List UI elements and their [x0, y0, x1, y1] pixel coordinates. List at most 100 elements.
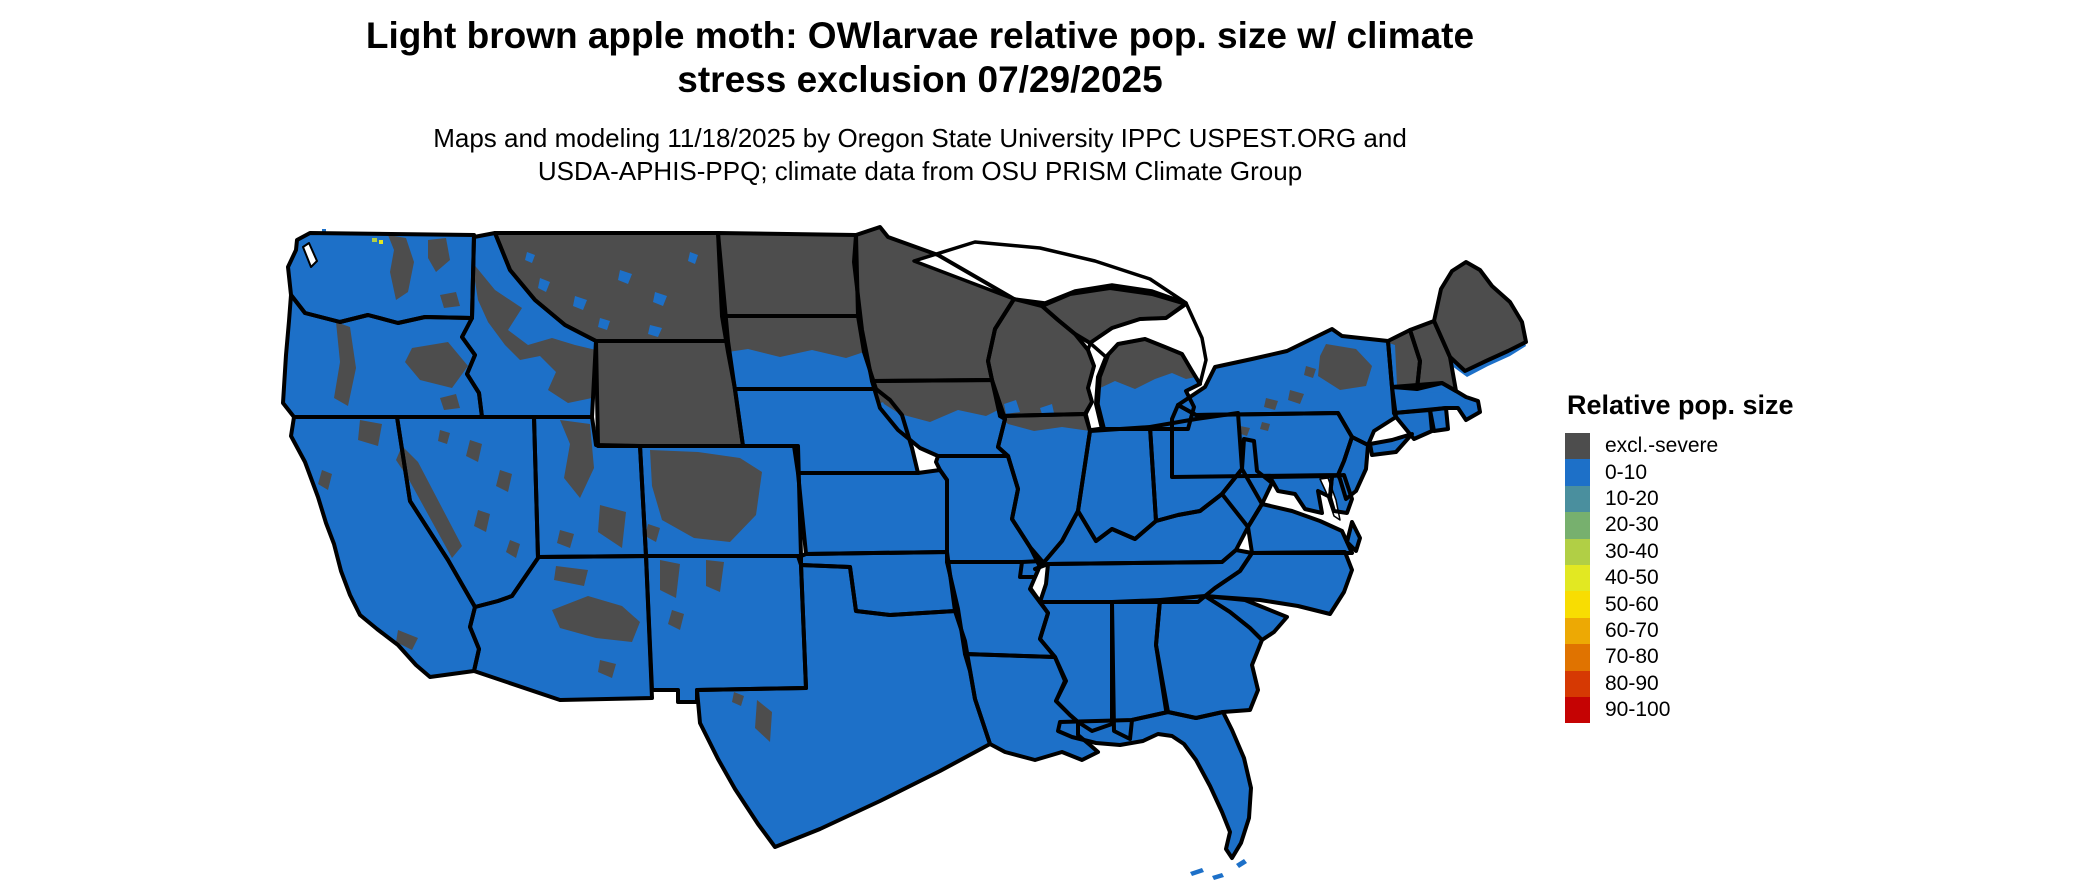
overlay-wa-southeast-speck: [440, 292, 460, 308]
state-nh: [1410, 321, 1456, 391]
overlay-mt-valley5: [653, 292, 667, 306]
state-ms: [1031, 589, 1112, 731]
overlay-mt-valley3: [573, 296, 587, 310]
state-border-me: [1432, 260, 1528, 373]
state-wa: [288, 233, 474, 323]
legend-label: 70-80: [1605, 645, 1659, 669]
legend-swatch-c90: [1565, 696, 1590, 724]
overlay-wa-northeast: [428, 238, 450, 272]
overlay-ny-speck2: [1264, 398, 1278, 410]
map-subtitle-line2: USDA-APHIS-PPQ; climate data from OSU PR…: [537, 156, 1303, 186]
state-border-nc: [1203, 550, 1354, 616]
state-tx: [697, 565, 990, 847]
map-title: Light brown apple moth: OWlarvae relativ…: [0, 14, 1840, 102]
legend-label: 30-40: [1605, 539, 1659, 563]
overlay-il-north: [1000, 414, 1090, 431]
overlay-nv-range5: [438, 430, 450, 444]
legend-item: excl.-severe: [1565, 433, 1885, 460]
legend-item: 90-100: [1565, 696, 1885, 724]
state-ct: [1394, 410, 1432, 439]
legend-label: 10-20: [1605, 486, 1659, 510]
state-ny-long-island: [1370, 434, 1412, 455]
overlay-mt-valley6: [688, 252, 698, 264]
legend-label: 80-90: [1605, 671, 1659, 695]
state-pa: [1172, 405, 1352, 477]
state-border-ne: [733, 387, 920, 475]
overlay-wa-puget-speck-yellow: [379, 240, 383, 244]
state-ga: [1156, 596, 1262, 718]
legend-label: 50-60: [1605, 592, 1659, 616]
state-ks: [798, 470, 947, 554]
state-nd: [718, 233, 858, 316]
legend-item: 60-70: [1565, 617, 1885, 645]
state-ky: [1035, 469, 1262, 569]
state-border-fl: [1056, 710, 1253, 860]
overlay-ut-southeast: [598, 505, 626, 548]
legend: Relative pop. size excl.-severe 0-10 10-20…: [1565, 390, 1885, 724]
legend-swatch-c40: [1565, 564, 1590, 592]
legend-title: Relative pop. size: [1567, 390, 1794, 420]
map-subtitle: Maps and modeling 11/18/2025 by Oregon S…: [0, 122, 1840, 188]
legend-label: 40-50: [1605, 566, 1659, 590]
overlay-mt-valley1: [498, 266, 510, 280]
overlay-co-rockies: [650, 450, 762, 542]
overlay-pa-speck2: [1260, 422, 1270, 431]
state-mi-upper: [1042, 288, 1186, 343]
legend-swatch-ex: [1565, 433, 1590, 460]
state-me: [1434, 262, 1526, 371]
state-nm: [646, 556, 806, 702]
legend-item: 30-40: [1565, 538, 1885, 565]
overlay-fl-key3: [1236, 859, 1247, 868]
state-border-ri: [1428, 406, 1450, 433]
overlay-ca-sierra: [396, 446, 462, 558]
overlay-nv-range1: [466, 440, 482, 462]
state-border-tx: [695, 563, 992, 849]
overlay-wi-speck1: [1004, 400, 1020, 414]
overlay-ny-adirondacks: [1318, 344, 1372, 390]
legend-swatch-c60: [1565, 617, 1590, 645]
state-border-ct: [1392, 408, 1434, 441]
legend-swatch-c80: [1565, 670, 1590, 697]
map-title-line1: Light brown apple moth: OWlarvae relativ…: [365, 15, 1475, 56]
legend-item: 40-50: [1565, 564, 1885, 592]
legend-label: 20-30: [1605, 513, 1659, 537]
overlay-or-southeast: [440, 394, 460, 410]
state-ar: [947, 561, 1055, 657]
overlay-wa-cascades: [388, 235, 414, 300]
state-border-va-shore: [1345, 520, 1362, 553]
legend-item: 20-30: [1565, 512, 1885, 539]
legend-label: excl.-severe: [1605, 434, 1719, 458]
overlay-ca-coast-range: [318, 470, 332, 490]
overlay-ut-north: [560, 420, 594, 498]
state-al: [1112, 600, 1168, 739]
overlay-ut-south-speck: [557, 530, 574, 548]
state-ca: [291, 417, 479, 677]
overlay-az-north: [554, 566, 588, 586]
overlay-mt-valley7: [598, 318, 610, 330]
overlay-or-cascades: [334, 322, 356, 406]
state-md: [1270, 476, 1332, 513]
overlay-ny-speck1: [1288, 390, 1304, 404]
legend-item: 80-90: [1565, 670, 1885, 697]
overlay-tx-big-bend: [755, 700, 772, 742]
state-ok: [801, 552, 955, 615]
overlay-ia-north: [872, 380, 1002, 422]
overlay-nm-north1: [660, 560, 680, 598]
state-fl: [1058, 712, 1251, 858]
overlay-fl-key1: [1190, 868, 1204, 876]
state-or: [283, 295, 482, 417]
state-border-mi-upper: [1040, 286, 1188, 345]
legend-swatch-c30: [1565, 538, 1590, 565]
legend-item: 50-60: [1565, 591, 1885, 618]
legend-swatch-c10: [1565, 485, 1590, 513]
legend-rows: excl.-severe 0-10 10-20 20-30 30-40 40-50 50-6…: [1565, 433, 1885, 724]
overlay-mt-valley8: [648, 325, 662, 337]
overlay-nm-north2: [706, 560, 724, 592]
overlay-co-west-speck: [645, 524, 660, 542]
state-nv: [397, 417, 538, 607]
overlay-wa-puget-speck-green: [372, 238, 377, 242]
state-border-sc: [1203, 594, 1289, 642]
overlay-id-mountains: [472, 262, 596, 403]
overlay-nv-range3: [474, 510, 490, 532]
